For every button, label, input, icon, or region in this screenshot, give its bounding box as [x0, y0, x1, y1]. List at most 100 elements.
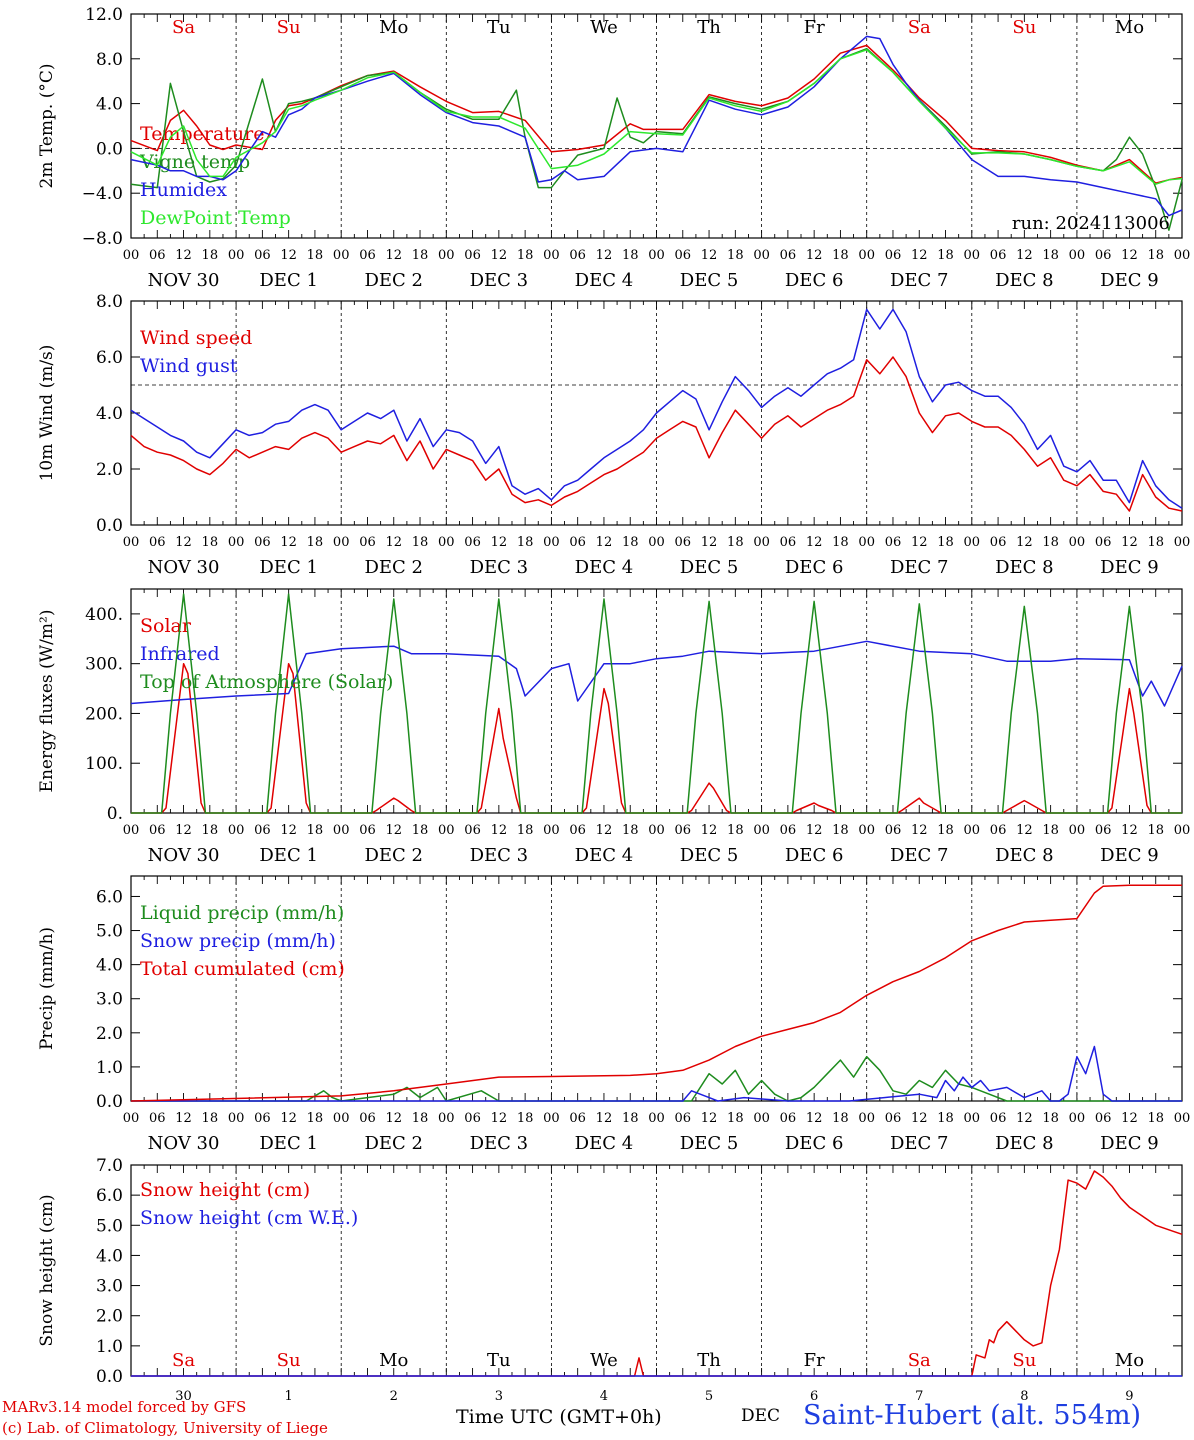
- hour-tick-label: 18: [517, 1111, 534, 1126]
- date-tick-label: DEC 4: [575, 1133, 634, 1154]
- y-tick-label: 0.: [107, 804, 123, 824]
- hour-tick-label: 12: [1121, 248, 1138, 263]
- hour-tick-label: 18: [1042, 248, 1059, 263]
- date-tick-label: DEC 3: [470, 557, 529, 578]
- y-tick-label: 1.0: [96, 1337, 123, 1357]
- hour-tick-label: 12: [806, 248, 823, 263]
- hour-tick-label: 00: [648, 535, 665, 550]
- y-tick-label: 100.: [85, 754, 123, 774]
- hour-tick-label: 00: [123, 1111, 140, 1126]
- hour-tick-label: 06: [569, 248, 586, 263]
- hour-tick-label: 12: [385, 248, 402, 263]
- day-number-label: 4: [600, 1389, 608, 1400]
- legend-entry: Snow height (cm W.E.): [140, 1207, 358, 1229]
- day-name-label: Th: [697, 1350, 721, 1371]
- hour-tick-label: 00: [1069, 535, 1086, 550]
- hour-tick-label: 12: [491, 535, 508, 550]
- hour-tick-label: 00: [438, 823, 455, 838]
- date-tick-label: DEC 8: [995, 270, 1054, 291]
- hour-tick-label: 00: [333, 823, 350, 838]
- hour-tick-label: 12: [175, 1111, 192, 1126]
- date-tick-label: DEC 4: [575, 270, 634, 291]
- hour-tick-label: 12: [596, 248, 613, 263]
- day-name-label: Th: [697, 17, 721, 38]
- date-tick-label: NOV 30: [148, 270, 220, 291]
- hour-tick-label: 12: [175, 535, 192, 550]
- hour-tick-label: 06: [254, 823, 271, 838]
- y-tick-label: 0.0: [96, 139, 123, 159]
- series-line: [131, 1170, 1183, 1377]
- legend-entry: Humidex: [140, 179, 227, 201]
- hour-tick-label: 18: [727, 535, 744, 550]
- hour-tick-label: 18: [1042, 1111, 1059, 1126]
- day-name-label: Mo: [379, 1350, 408, 1371]
- month-label: DEC: [741, 1406, 781, 1426]
- hour-tick-label: 18: [307, 1111, 324, 1126]
- hour-tick-label: 06: [569, 823, 586, 838]
- day-name-label: Sa: [172, 1350, 195, 1371]
- hour-tick-label: 18: [727, 823, 744, 838]
- model-credit: MARv3.14 model forced by GFS: [2, 1398, 247, 1416]
- hour-tick-label: 18: [202, 248, 219, 263]
- lab-credit: (c) Lab. of Climatology, University of L…: [2, 1419, 328, 1437]
- hour-tick-label: 18: [1147, 535, 1164, 550]
- hour-tick-label: 06: [464, 248, 481, 263]
- hour-tick-label: 18: [1147, 248, 1164, 263]
- legend-entry: Wind gust: [140, 355, 238, 377]
- hour-tick-label: 12: [175, 248, 192, 263]
- series-line: [130, 35, 1183, 217]
- legend-entry: Solar: [140, 615, 192, 637]
- hour-tick-label: 18: [412, 823, 429, 838]
- run-annotation: run: 2024113006: [1012, 213, 1170, 234]
- hour-tick-label: 18: [832, 248, 849, 263]
- series-line: [130, 49, 1183, 185]
- station-title: Saint-Hubert (alt. 554m): [803, 1400, 1142, 1431]
- y-tick-label: 0.0: [96, 516, 123, 536]
- y-tick-label: 8.0: [96, 292, 123, 312]
- hour-tick-label: 18: [307, 248, 324, 263]
- date-tick-label: DEC 3: [470, 1133, 529, 1154]
- hour-tick-label: 00: [1069, 248, 1086, 263]
- series-line: [130, 640, 1183, 707]
- hour-tick-label: 06: [1095, 1111, 1112, 1126]
- hour-tick-label: 12: [175, 823, 192, 838]
- day-number-label: 2: [390, 1389, 398, 1400]
- day-number-label: 8: [1020, 1389, 1028, 1400]
- y-tick-label: 4.0: [96, 956, 123, 976]
- date-tick-label: DEC 6: [785, 270, 844, 291]
- hour-tick-label: 00: [964, 823, 981, 838]
- hour-tick-label: 06: [569, 1111, 586, 1126]
- hour-tick-label: 18: [832, 535, 849, 550]
- day-name-label: Su: [1012, 1350, 1036, 1371]
- hour-tick-label: 00: [123, 823, 140, 838]
- day-name-label: Tu: [487, 17, 511, 38]
- hour-tick-label: 00: [964, 1111, 981, 1126]
- y-tick-label: 3.0: [96, 990, 123, 1010]
- hour-tick-label: 18: [622, 823, 639, 838]
- date-tick-label: DEC 9: [1100, 845, 1159, 866]
- date-tick-label: DEC 8: [995, 557, 1054, 578]
- hour-tick-label: 12: [385, 535, 402, 550]
- hour-tick-label: 06: [254, 248, 271, 263]
- y-tick-label: 8.0: [96, 50, 123, 70]
- hour-tick-label: 12: [491, 248, 508, 263]
- hour-tick-label: 12: [1016, 823, 1033, 838]
- hour-tick-label: 06: [359, 535, 376, 550]
- date-tick-label: DEC 5: [680, 557, 739, 578]
- hour-tick-label: 18: [622, 1111, 639, 1126]
- hour-tick-label: 00: [753, 1111, 770, 1126]
- y-tick-label: 5.0: [96, 1216, 123, 1236]
- hour-tick-label: 00: [438, 1111, 455, 1126]
- hour-tick-label: 00: [648, 823, 665, 838]
- date-tick-label: DEC 1: [259, 1133, 318, 1154]
- day-number-label: 30: [175, 1389, 192, 1400]
- hour-tick-label: 18: [1147, 1111, 1164, 1126]
- hour-tick-label: 12: [596, 823, 613, 838]
- y-axis-label: Energy fluxes (W/m²): [37, 610, 57, 793]
- date-tick-label: DEC 7: [890, 557, 949, 578]
- hour-tick-label: 00: [753, 535, 770, 550]
- hour-tick-label: 18: [622, 248, 639, 263]
- hour-tick-label: 06: [1095, 823, 1112, 838]
- hour-tick-label: 06: [569, 535, 586, 550]
- hour-tick-label: 06: [990, 248, 1007, 263]
